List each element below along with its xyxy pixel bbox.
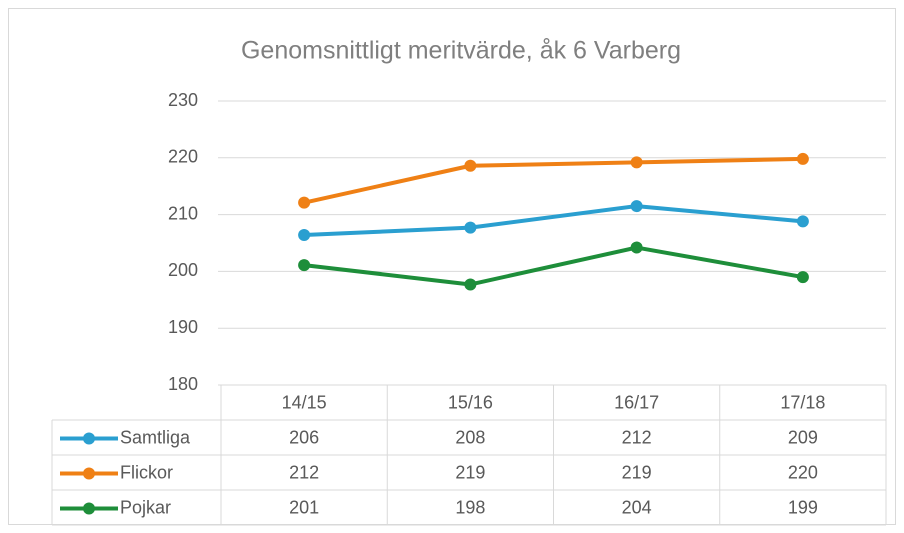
- x-tick-label: 15/16: [448, 392, 493, 412]
- x-tick-label: 14/15: [282, 392, 327, 412]
- table-value: 206: [289, 427, 319, 447]
- y-tick-label: 210: [168, 203, 198, 223]
- legend-marker: [83, 502, 95, 515]
- table-value: 220: [788, 462, 818, 482]
- table-value: 199: [788, 497, 818, 517]
- table-value: 219: [622, 462, 652, 482]
- table-value: 219: [455, 462, 485, 482]
- y-tick-label: 220: [168, 147, 198, 167]
- point: [464, 221, 477, 234]
- point: [464, 159, 477, 172]
- y-tick-label: 180: [168, 374, 198, 394]
- table-value: 201: [289, 497, 319, 517]
- table-value: 212: [622, 427, 652, 447]
- point: [464, 278, 477, 291]
- legend-marker: [83, 432, 95, 445]
- table-value: 208: [455, 427, 485, 447]
- series-line: [303, 245, 804, 287]
- chart-title: Genomsnittligt meritvärde, åk 6 Varberg: [241, 37, 681, 65]
- point: [796, 271, 809, 284]
- point: [298, 259, 311, 272]
- table-value: 212: [289, 462, 319, 482]
- point: [630, 156, 643, 169]
- point: [630, 200, 643, 213]
- table-value: 198: [455, 497, 485, 517]
- point: [796, 152, 809, 165]
- series-line: [303, 156, 803, 205]
- point: [630, 241, 643, 254]
- legend-marker: [83, 467, 95, 480]
- x-tick-label: 17/18: [780, 392, 825, 412]
- series-line: [304, 204, 804, 238]
- y-tick-label: 230: [168, 90, 198, 110]
- y-tick-label: 190: [168, 317, 198, 337]
- y-tick-label: 200: [168, 260, 198, 280]
- point: [796, 215, 809, 228]
- legend-label: Flickor: [120, 462, 173, 482]
- table-value: 204: [622, 497, 652, 517]
- point: [298, 196, 311, 209]
- legend-label: Pojkar: [120, 497, 171, 517]
- legend-label: Samtliga: [120, 427, 191, 447]
- point: [298, 229, 311, 242]
- x-tick-label: 16/17: [614, 392, 659, 412]
- table-value: 209: [788, 427, 818, 447]
